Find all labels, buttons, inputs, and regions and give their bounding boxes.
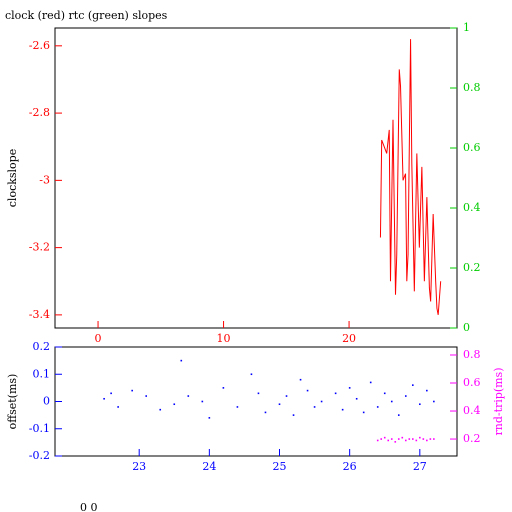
- data-point: [299, 378, 302, 381]
- data-point: [236, 406, 239, 408]
- data-point: [145, 395, 148, 397]
- data-point: [426, 389, 428, 392]
- y-tick-label: 0: [43, 395, 50, 408]
- data-point: [278, 403, 281, 406]
- data-point: [208, 417, 211, 419]
- x-tick-label: 10: [217, 332, 231, 345]
- x-tick-label: 0: [95, 332, 102, 345]
- y2-tick-label: 0.4: [463, 201, 481, 214]
- data-point: [412, 384, 414, 386]
- y-tick-label: -3.4: [29, 308, 50, 321]
- data-point: [250, 373, 253, 376]
- data-point: [422, 438, 425, 440]
- data-point: [387, 439, 390, 442]
- y2-tick-label: 0.2: [463, 261, 481, 274]
- y2-tick-label: 1: [463, 21, 470, 34]
- data-point: [376, 406, 379, 408]
- x-tick-label: 24: [202, 460, 216, 473]
- y-tick-label: -2.6: [29, 39, 50, 52]
- data-point: [334, 392, 337, 395]
- data-point: [306, 389, 309, 392]
- y2-tick-label: 0.6: [463, 376, 481, 389]
- data-point: [433, 400, 435, 403]
- data-point: [433, 438, 435, 440]
- y-tick-label: 0.1: [33, 367, 51, 380]
- data-point: [103, 397, 105, 400]
- y2-tick-label: 0.8: [463, 81, 481, 94]
- data-point: [383, 392, 386, 395]
- x-tick-label: 25: [273, 460, 287, 473]
- data-point: [426, 439, 428, 442]
- data-point: [369, 381, 372, 384]
- data-point: [397, 438, 400, 440]
- data-point: [383, 436, 386, 439]
- x-tick-label: 20: [342, 332, 356, 345]
- y2-tick-label: 0.4: [463, 404, 481, 417]
- y-tick-label: -3.2: [29, 241, 50, 254]
- data-point: [408, 438, 411, 440]
- data-point: [257, 392, 260, 395]
- data-point: [415, 439, 418, 442]
- plot-frame: [54, 27, 458, 329]
- data-point: [201, 400, 204, 403]
- data-point: [292, 414, 295, 416]
- y-tick-label: -3: [39, 173, 50, 186]
- y2-tick-label: 0.6: [463, 141, 481, 154]
- y-tick-label: -2.8: [29, 106, 50, 119]
- data-point: [397, 414, 400, 416]
- data-point: [348, 387, 351, 389]
- data-point: [341, 408, 344, 411]
- chart-title: clock (red) rtc (green) slopes: [5, 9, 168, 22]
- y-axis-label: offset(ms): [6, 374, 19, 430]
- y2-tick-label: 0.2: [463, 432, 481, 445]
- data-point: [394, 441, 397, 443]
- data-point: [362, 411, 365, 414]
- data-point: [180, 359, 183, 362]
- data-point: [380, 438, 383, 440]
- data-point: [222, 387, 225, 389]
- footer: 0 0: [80, 501, 98, 512]
- y2-axis-label: rnd-trip(ms): [492, 368, 505, 436]
- y2-tick-label: 0.8: [463, 348, 481, 361]
- y-tick-label: -0.1: [29, 422, 50, 435]
- data-point: [159, 408, 162, 411]
- data-point: [285, 395, 288, 397]
- data-point: [412, 438, 414, 440]
- data-point: [355, 397, 358, 400]
- x-tick-label: 23: [132, 460, 146, 473]
- data-point: [429, 438, 432, 440]
- data-point: [404, 439, 407, 442]
- data-point: [419, 436, 421, 439]
- y-tick-label: -0.2: [29, 449, 50, 462]
- x-tick-label: 27: [413, 460, 427, 473]
- data-point: [173, 403, 176, 406]
- data-point: [313, 406, 316, 408]
- y-axis-label: clockslope: [6, 149, 19, 207]
- data-point: [264, 411, 267, 414]
- x-tick-label: 26: [343, 460, 357, 473]
- data-point: [376, 439, 379, 442]
- y2-tick-label: 0: [463, 321, 470, 334]
- data-point: [187, 395, 190, 397]
- data-point: [117, 406, 119, 408]
- data-point: [390, 400, 393, 403]
- y-tick-label: 0.2: [33, 340, 51, 353]
- data-point: [404, 395, 407, 397]
- data-point: [110, 392, 112, 395]
- data-point: [419, 403, 421, 406]
- data-line: [379, 39, 442, 315]
- data-point: [320, 400, 323, 403]
- data-point: [390, 438, 393, 440]
- data-point: [401, 436, 404, 439]
- data-point: [131, 389, 133, 392]
